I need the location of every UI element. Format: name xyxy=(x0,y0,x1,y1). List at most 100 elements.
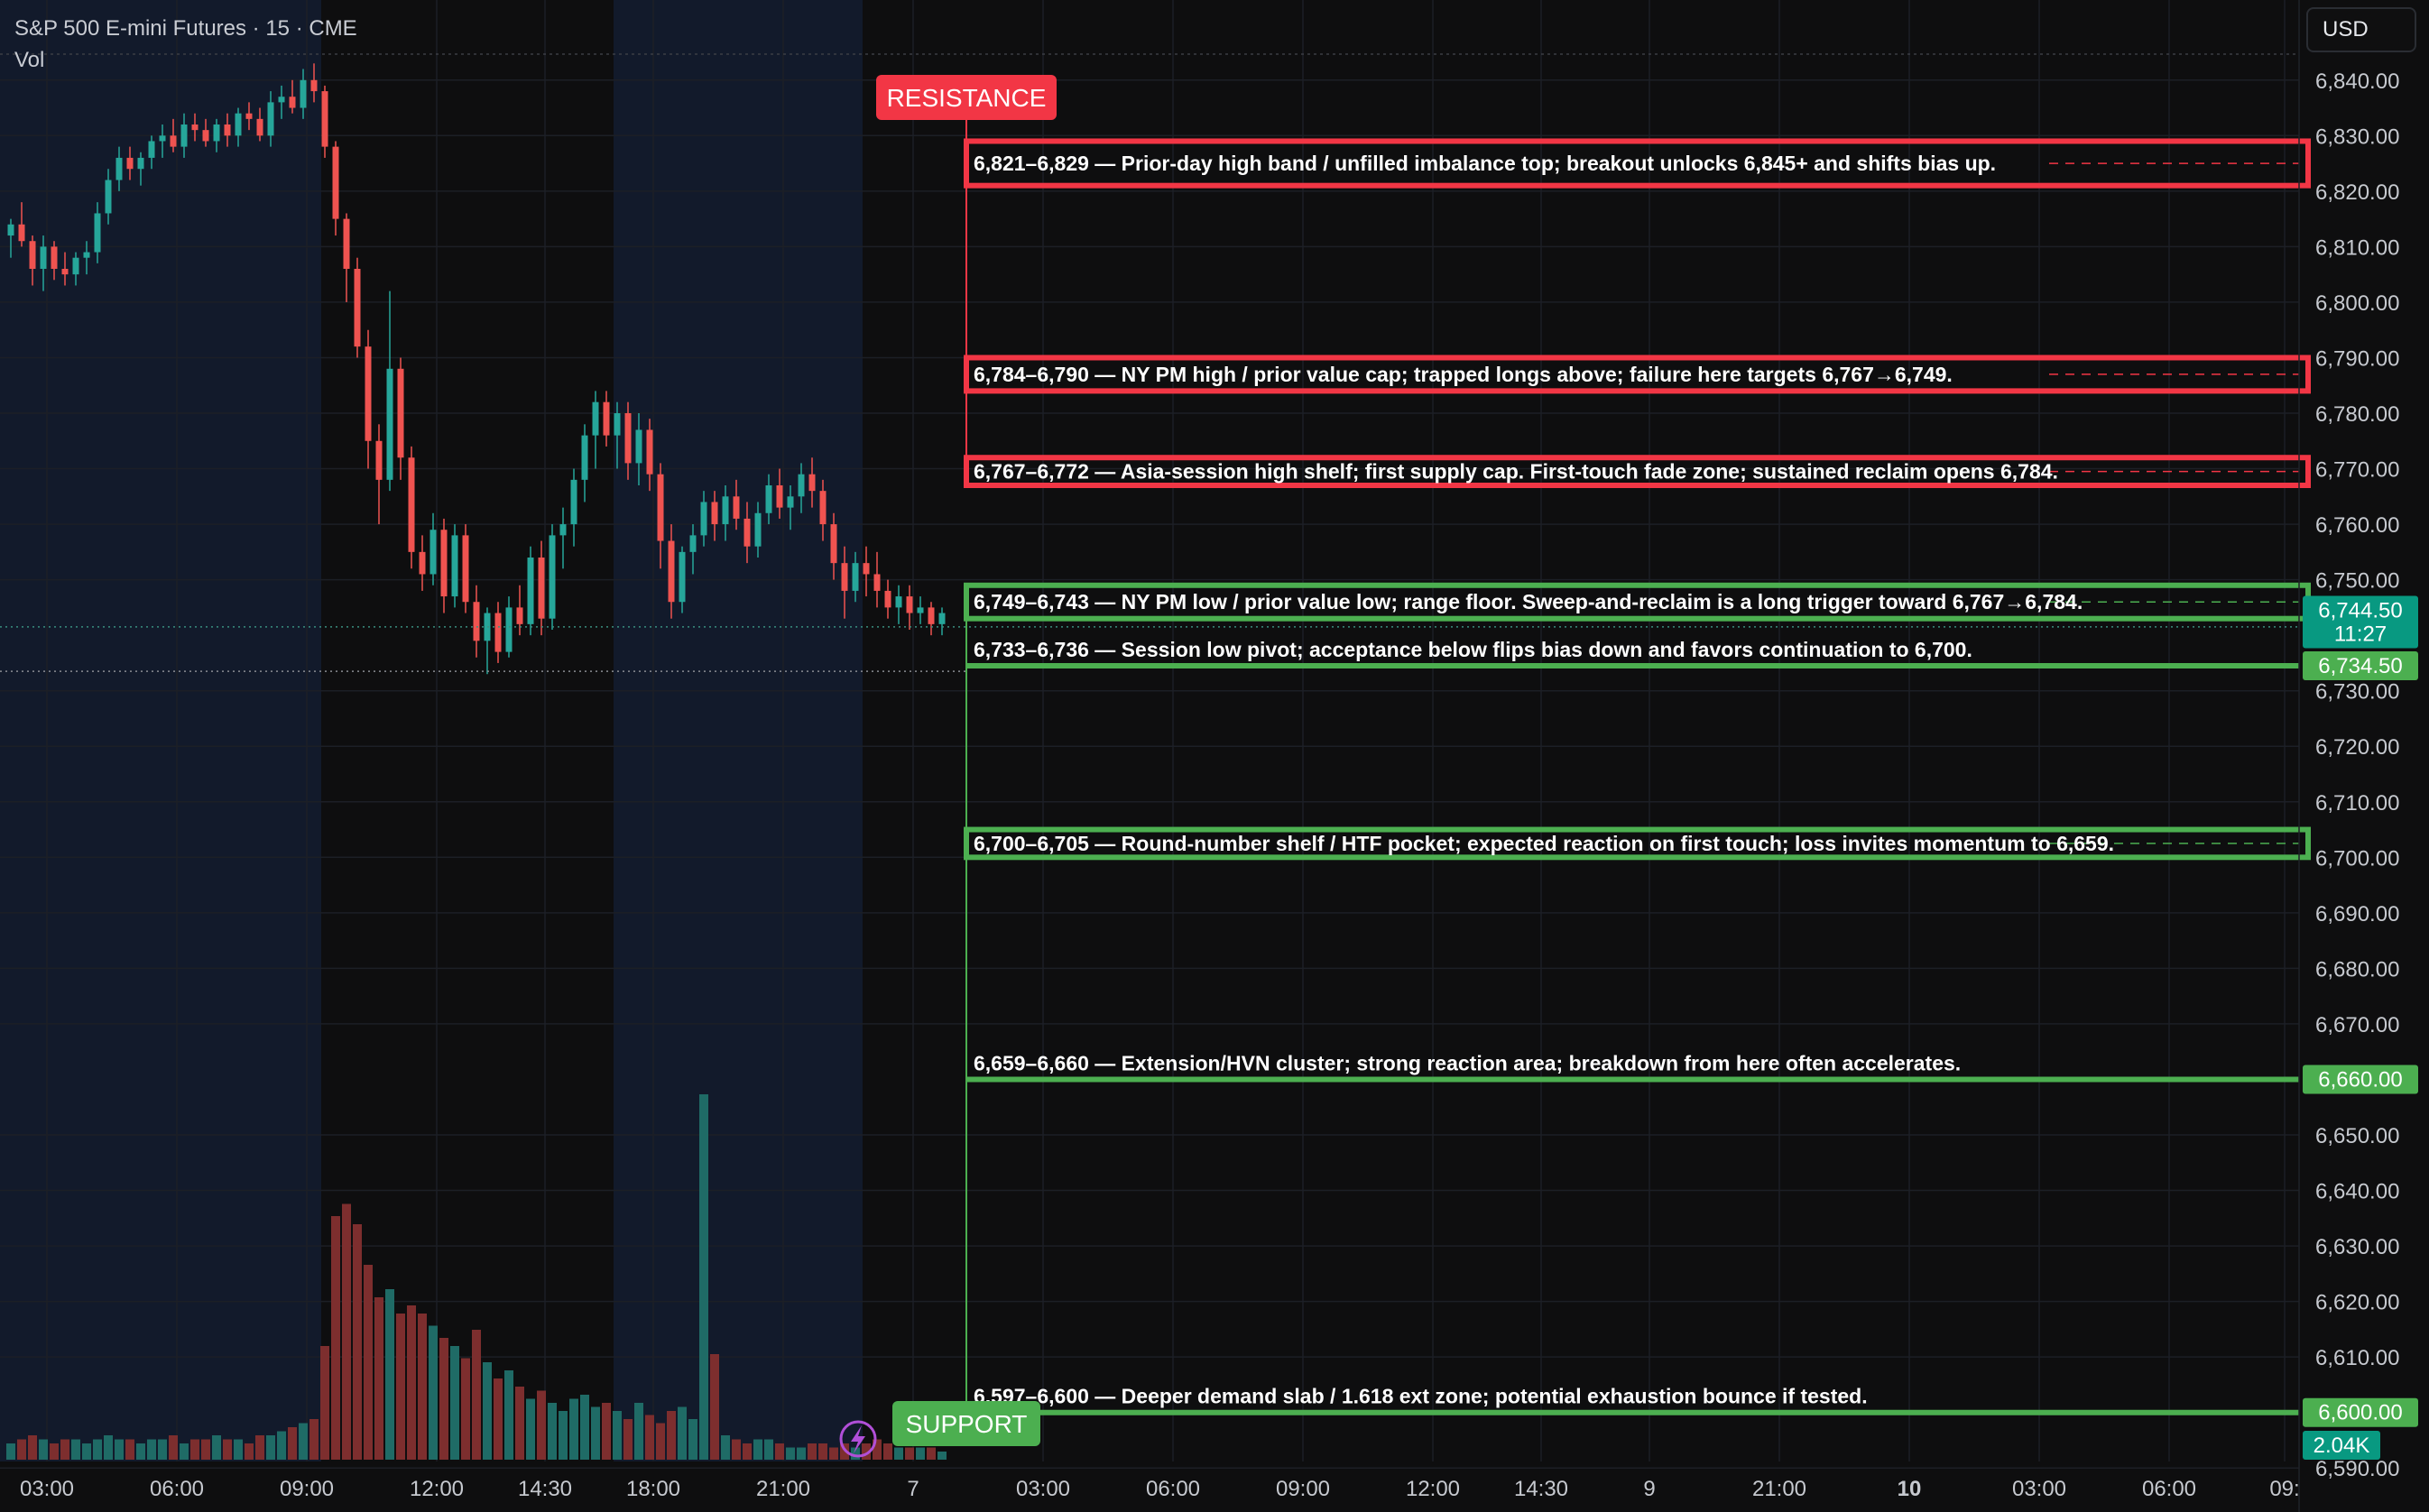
support-zone[interactable] xyxy=(964,826,2311,861)
volume-bar xyxy=(407,1305,416,1460)
volume-bar xyxy=(82,1443,91,1460)
candle-body xyxy=(700,502,707,536)
y-tick-label: 6,840.00 xyxy=(2315,69,2399,94)
candle-body xyxy=(354,269,361,347)
volume-bar xyxy=(699,1094,708,1460)
volume-bar xyxy=(223,1439,232,1460)
volume-bar xyxy=(125,1439,134,1460)
candle-body xyxy=(516,607,523,624)
volume-bar xyxy=(937,1452,947,1460)
volume-bar xyxy=(623,1419,633,1460)
candle-body xyxy=(494,613,502,652)
volume-bar xyxy=(526,1398,535,1460)
volume-label: Vol xyxy=(14,48,44,72)
candle-body xyxy=(776,485,783,508)
session-shade xyxy=(0,0,321,1461)
volume-bar xyxy=(342,1203,351,1460)
level-label: 6,659–6,660 — Extension/HVN cluster; str… xyxy=(974,1051,1961,1074)
price-tag-label: 6,734.50 xyxy=(2318,654,2402,678)
volume-bar xyxy=(429,1325,438,1460)
volume-bar xyxy=(136,1443,145,1460)
volume-bar xyxy=(353,1224,362,1460)
x-tick-label: 7 xyxy=(907,1477,919,1501)
candle-body xyxy=(863,563,870,575)
volume-bars xyxy=(6,1094,947,1460)
volume-bar xyxy=(678,1406,687,1460)
volume-bar xyxy=(569,1398,578,1460)
candle-body xyxy=(787,496,794,508)
candle-body xyxy=(570,479,577,525)
resistance-zone[interactable] xyxy=(964,455,2311,489)
volume-bar xyxy=(818,1443,827,1460)
support-tag-label: SUPPORT xyxy=(906,1410,1028,1438)
volume-bar xyxy=(147,1439,156,1460)
currency-button[interactable]: USD xyxy=(2306,7,2416,52)
candle-body xyxy=(798,474,805,497)
volume-bar xyxy=(537,1390,546,1460)
y-tick-label: 6,780.00 xyxy=(2315,402,2399,427)
volume-bar xyxy=(591,1406,600,1460)
y-tick-label: 6,630.00 xyxy=(2315,1235,2399,1259)
x-tick-label: 10 xyxy=(1898,1477,1922,1501)
candle-body xyxy=(429,530,437,575)
candle-body xyxy=(310,79,318,92)
volume-bar xyxy=(450,1346,459,1460)
volume-bar xyxy=(797,1447,806,1460)
volume-bar xyxy=(39,1439,48,1460)
resistance-tag[interactable]: RESISTANCE xyxy=(876,75,1057,120)
x-tick-label: 03:00 xyxy=(1016,1477,1070,1501)
volume-bar xyxy=(548,1403,557,1460)
y-tick-label: 6,710.00 xyxy=(2315,791,2399,816)
candle-body xyxy=(917,607,924,613)
y-tick-label: 6,690.00 xyxy=(2315,902,2399,927)
candle-body xyxy=(386,368,393,480)
x-tick-label: 21:00 xyxy=(1752,1477,1806,1501)
candle-body xyxy=(819,491,827,525)
volume-bar xyxy=(613,1411,622,1460)
x-tick-label: 12:00 xyxy=(410,1477,464,1501)
candle-body xyxy=(278,97,285,103)
lightning-icon[interactable] xyxy=(839,1420,877,1458)
y-tick-label: 6,810.00 xyxy=(2315,235,2399,260)
candle-body xyxy=(592,401,599,436)
volume-bar xyxy=(299,1423,308,1460)
volume-bar xyxy=(645,1415,654,1460)
y-tick-label: 6,610.00 xyxy=(2315,1346,2399,1370)
x-tick-label: 14:30 xyxy=(1514,1477,1568,1501)
candle-body xyxy=(51,246,58,269)
resistance-zone[interactable] xyxy=(964,355,2311,394)
x-tick-label: 06:00 xyxy=(150,1477,204,1501)
volume-bar xyxy=(266,1435,275,1460)
y-tick-label: 6,700.00 xyxy=(2315,846,2399,871)
candle-body xyxy=(40,246,47,269)
candle-body xyxy=(7,224,14,236)
volume-bar xyxy=(374,1297,383,1460)
candle-body xyxy=(657,474,664,541)
volume-bar xyxy=(277,1431,286,1460)
axes: 6,840.00 6,830.00 6,820.00 6,810.00 6,800.00… xyxy=(20,0,2418,1512)
support-tag[interactable]: SUPPORT xyxy=(892,1401,1040,1446)
candle-body xyxy=(256,118,263,136)
candle-body xyxy=(722,496,729,525)
volume-tag-label: 2.04K xyxy=(2314,1434,2370,1458)
volume-bar xyxy=(688,1419,697,1460)
volume-bar xyxy=(50,1443,59,1460)
candle-body xyxy=(61,269,69,275)
volume-bar xyxy=(201,1439,210,1460)
candle-body xyxy=(873,574,881,591)
volume-bar xyxy=(115,1439,124,1460)
volume-bar xyxy=(461,1358,470,1460)
candle-body xyxy=(711,502,718,525)
volume-bar xyxy=(93,1439,102,1460)
price-tag xyxy=(2303,1397,2418,1427)
resistance-zone[interactable] xyxy=(964,138,2311,189)
volume-bar xyxy=(288,1427,297,1460)
volume-bar xyxy=(851,1447,860,1460)
candle-body xyxy=(105,180,112,214)
volume-bar xyxy=(212,1435,221,1460)
candle-body xyxy=(895,596,902,608)
candle-body xyxy=(440,530,448,597)
y-tick-label: 6,640.00 xyxy=(2315,1180,2399,1204)
candle-body xyxy=(72,257,79,275)
